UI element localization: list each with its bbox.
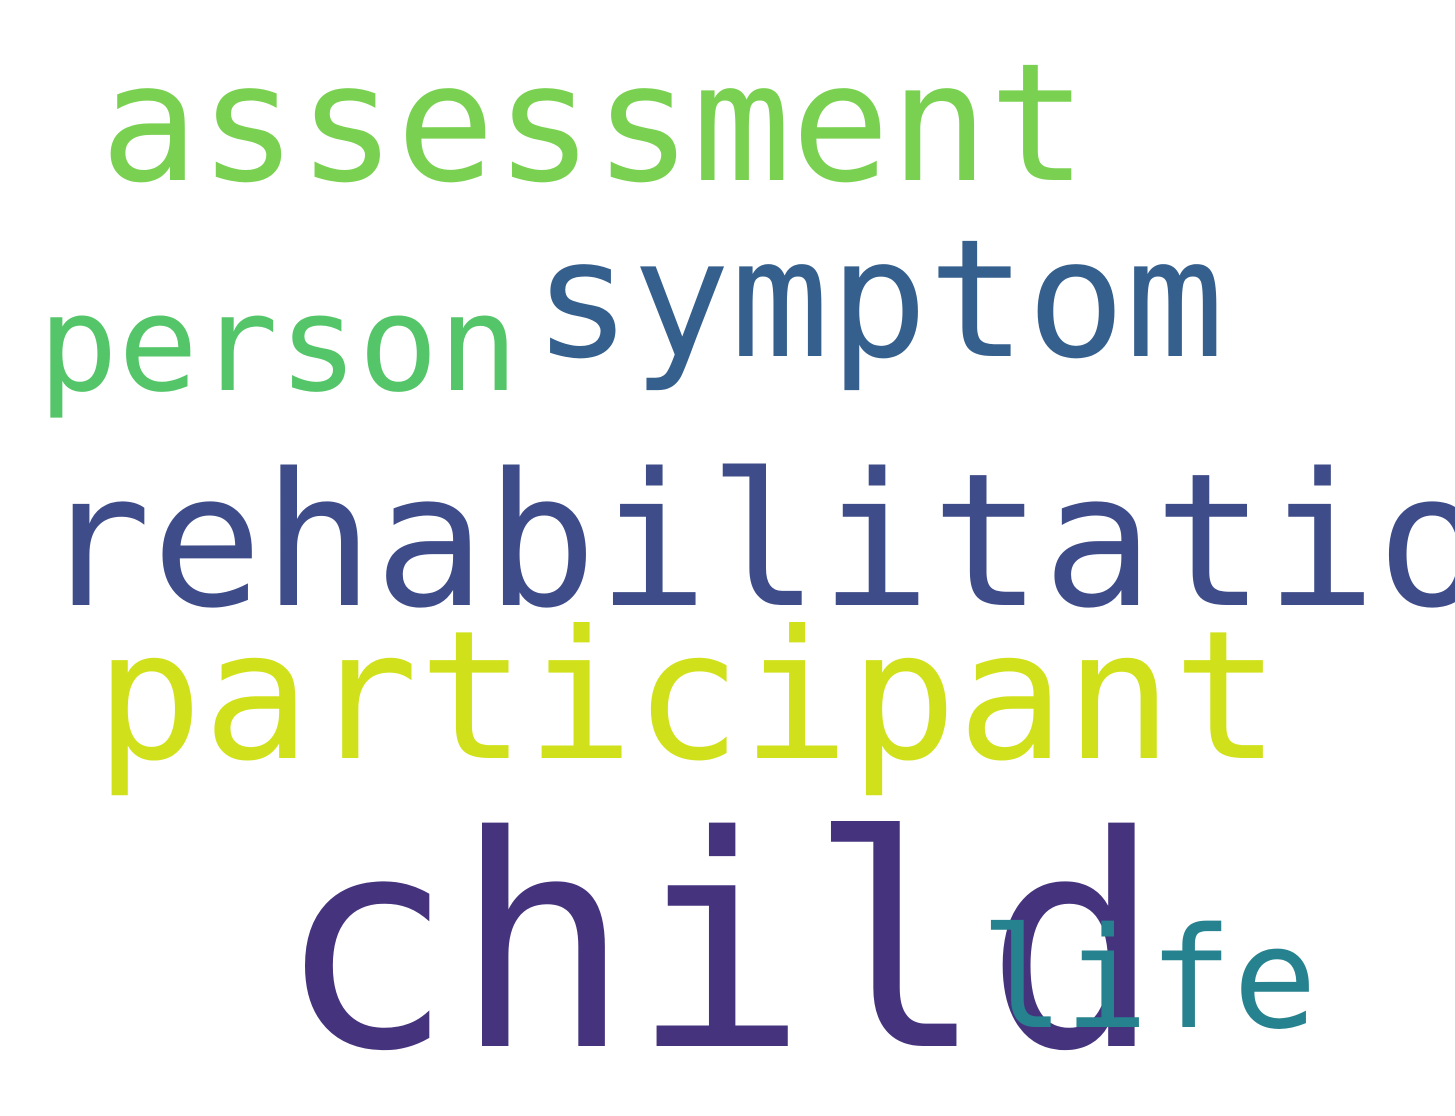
word-assessment: assessment	[100, 28, 1088, 219]
word-life: life	[980, 898, 1318, 1061]
word-rehabilitation: rehabilitation	[40, 433, 1455, 649]
word-participant: participant	[95, 593, 1281, 801]
word-symptom: symptom	[533, 204, 1225, 395]
word-child: child	[277, 774, 1163, 1116]
word-person: person	[38, 268, 519, 422]
